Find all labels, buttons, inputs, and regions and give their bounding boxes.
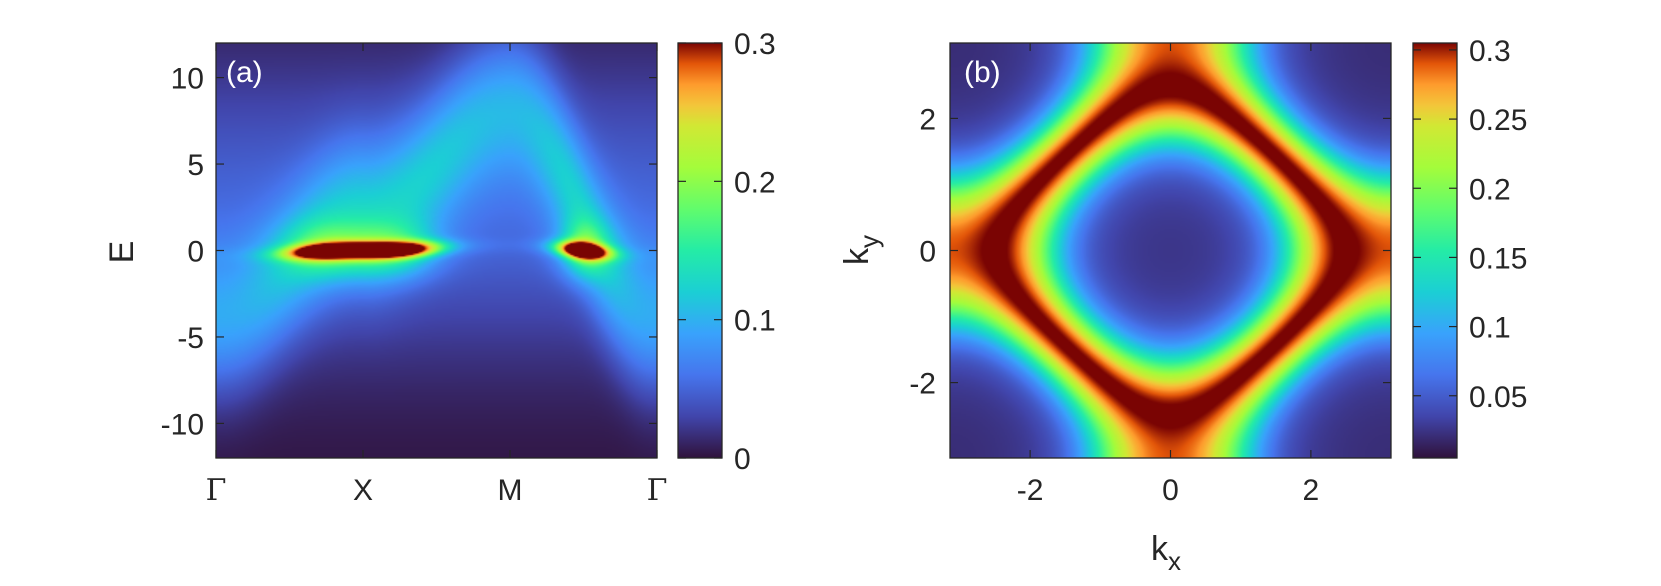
axes-b-ylabel-main: k [838, 247, 876, 265]
axes-b-xtick-label: 2 [1303, 474, 1320, 507]
axes-a-ytick-label: 10 [171, 63, 204, 96]
axes-b-xlabel-main: k [1151, 530, 1169, 568]
axes-b-ytick-label: -2 [909, 368, 936, 401]
axes-a-ytick-label: 5 [187, 149, 204, 182]
colorbar-b [1412, 42, 1458, 459]
colorbar-b-tick-label: 0.3 [1469, 35, 1511, 68]
axes-a-ytick-label: -5 [177, 322, 204, 355]
colorbar-a-tick-label: 0.2 [734, 166, 776, 199]
axes-b-ytick-label: 2 [919, 103, 936, 136]
axes-a-xtick-label: X [353, 474, 373, 507]
colorbar-a [677, 42, 723, 459]
colorbar-b-ticks: 0.3 0.25 0.2 0.15 0.1 0.05 [1413, 35, 1527, 414]
axes-b-xtick-label: -2 [1017, 474, 1044, 507]
axes-a-ytick-label: -10 [161, 408, 204, 441]
panel-b: -2 0 220-2 (b) kx ky 0.30.250.20.150.10.05 [838, 35, 1527, 576]
panel-a-label: (a) [226, 56, 263, 89]
heatmap-b [950, 43, 1391, 458]
heatmap-a [216, 43, 657, 458]
axes-b-xlabel: kx [1151, 530, 1181, 576]
colorbar-b-tick-label: 0.25 [1469, 104, 1527, 137]
colorbar-a-tick-label: 0.3 [734, 28, 776, 61]
axes-b-ylabel-sub: y [854, 235, 884, 248]
axes-a-xtick-label: Γ [206, 473, 227, 508]
panel-b-label: (b) [964, 56, 1001, 89]
axes-a-ytick-label: 0 [187, 236, 204, 269]
colorbar-a-tick-label: 0.1 [734, 305, 776, 338]
axes-b-ylabel: ky [838, 235, 884, 265]
axes-b-xlabel-sub: x [1168, 546, 1181, 576]
axes-a-xtick-label: Γ [647, 473, 668, 508]
axes-a-ylabel: E [103, 241, 141, 264]
colorbar-b-tick-label: 0.1 [1469, 312, 1511, 345]
axes-a-xtick-label: M [498, 474, 523, 507]
colorbar-a-tick-label: 0 [734, 443, 751, 476]
axes-b-ytick-label: 0 [919, 236, 936, 269]
axes-b-ticks: -2 0 2 2 0 -2 [909, 43, 1391, 507]
colorbar-b-tick-label: 0.2 [1469, 173, 1511, 206]
colorbar-a-ticks: 0.3 0.2 0.1 0 [678, 28, 776, 476]
colorbar-b-tick-label: 0.15 [1469, 242, 1527, 275]
axes-b-xtick-label: 0 [1162, 474, 1179, 507]
colorbar-b-tick-label: 0.05 [1469, 381, 1527, 414]
